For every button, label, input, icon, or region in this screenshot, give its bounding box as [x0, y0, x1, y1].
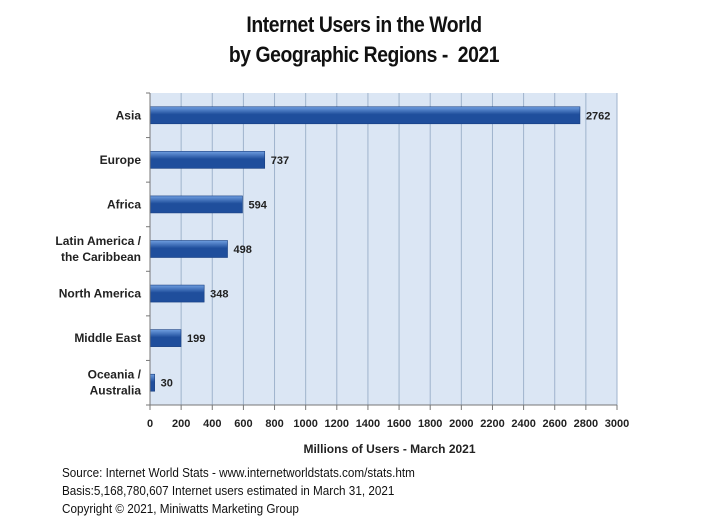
category-label: Asia	[116, 108, 142, 122]
category-label: Latin America / the Caribbean	[55, 234, 141, 264]
x-tick-label: 0	[147, 418, 153, 430]
bar	[149, 373, 155, 392]
source-note: Source: Internet World Stats - www.inter…	[62, 465, 415, 480]
category-label: Africa	[107, 197, 141, 211]
category-label-line: Europe	[100, 153, 142, 167]
x-tick-label: 1000	[293, 418, 317, 430]
category-label: Middle East	[74, 331, 141, 345]
bar	[149, 151, 266, 169]
category-label-line: North America	[59, 287, 142, 301]
bar-value-label: 348	[210, 289, 228, 301]
category-label-line: Asia	[116, 108, 142, 122]
bar	[149, 284, 205, 303]
chart-title-line2: by Geographic Regions - 2021	[228, 42, 500, 67]
category-label-line: Africa	[107, 197, 141, 211]
category-label-line: Australia	[90, 384, 142, 398]
x-tick-label: 2400	[511, 418, 535, 430]
x-axis-title: Millions of Users - March 2021	[303, 442, 475, 456]
bar-value-label: 2762	[586, 110, 610, 122]
bar-value-label: 594	[248, 199, 267, 211]
bar-value-label: 30	[161, 378, 173, 390]
x-tick-label: 400	[203, 418, 221, 430]
category-label-line: Oceania /	[88, 368, 142, 382]
bar-value-label: 498	[234, 244, 252, 256]
x-tick-label: 600	[234, 418, 252, 430]
x-tick-label: 800	[265, 418, 283, 430]
x-tick-label: 3000	[605, 418, 629, 430]
bar	[149, 195, 243, 214]
category-label-line: Latin America /	[55, 234, 141, 248]
category-label: Oceania / Australia	[88, 368, 142, 398]
bar	[149, 240, 228, 258]
x-tick-label: 1800	[418, 418, 442, 430]
category-label-line: Middle East	[74, 331, 141, 345]
x-tick-label: 2200	[480, 418, 504, 430]
category-label: North America	[59, 287, 142, 301]
bar-value-label: 199	[187, 333, 205, 345]
x-tick-label: 1400	[356, 418, 380, 430]
chart-title-line1: Internet Users in the World	[246, 12, 482, 37]
category-label-line: the Caribbean	[61, 250, 141, 264]
bar-chart: 2762 Asia 737 Europe 594 Africa 498 Latin Ameri…	[55, 92, 629, 456]
bar	[149, 106, 581, 125]
x-tick-label: 1200	[325, 418, 349, 430]
bar-value-label: 737	[271, 155, 289, 167]
x-tick-label: 2600	[542, 418, 566, 430]
basis-note: Basis:5,168,780,607 Internet users estim…	[62, 483, 395, 498]
x-tick-label: 2800	[574, 418, 598, 430]
category-label: Europe	[100, 153, 142, 167]
x-tick-label: 200	[172, 418, 190, 430]
x-tick-label: 2000	[449, 418, 473, 430]
chart-title: Internet Users in the World by Geographi…	[44, 10, 685, 70]
bar	[149, 329, 182, 347]
plot-area	[150, 93, 617, 405]
chart-footer: Source: Internet World Stats - www.inter…	[62, 464, 415, 518]
x-tick-label: 1600	[387, 418, 411, 430]
copyright-note: Copyright © 2021, Miniwatts Marketing Gr…	[62, 501, 299, 516]
